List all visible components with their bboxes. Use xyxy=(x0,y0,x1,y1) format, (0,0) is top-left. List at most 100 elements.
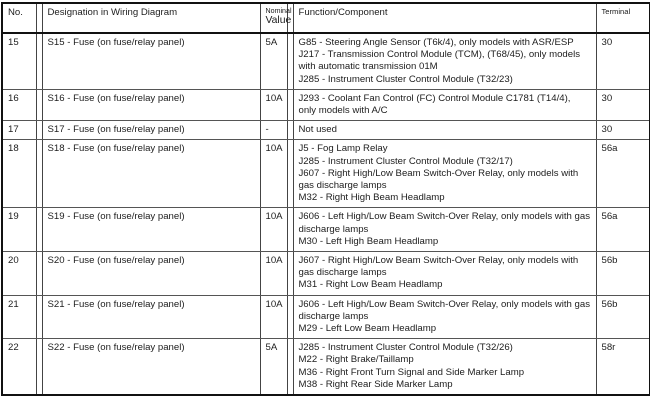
function-line: M36 - Right Front Turn Signal and Side M… xyxy=(298,366,525,378)
cell-no: 16 xyxy=(2,89,36,122)
row-divider-left xyxy=(35,295,43,340)
table-row: 21 S21 - Fuse (on fuse/relay panel) 10A J60… xyxy=(2,295,650,340)
cell-function-component: J606 - Left High/Low Beam Switch-Over Re… xyxy=(293,207,596,253)
row-divider-left xyxy=(35,33,43,90)
cell-terminal: 56a xyxy=(595,207,650,253)
row-divider-left xyxy=(35,251,43,296)
table-row: 17 S17 - Fuse (on fuse/relay panel) - Not u… xyxy=(2,120,650,141)
column-divider-left xyxy=(35,3,43,34)
cell-nominal-value: 10A xyxy=(259,295,287,340)
row-divider-left xyxy=(35,89,43,122)
row-divider-right xyxy=(286,251,294,296)
cell-designation: S16 - Fuse (on fuse/relay panel) xyxy=(42,89,260,122)
cell-no: 17 xyxy=(2,120,36,141)
cell-no: 18 xyxy=(2,139,36,209)
function-line: J606 - Left High/Low Beam Switch-Over Re… xyxy=(298,211,591,235)
table-body: 15 S15 - Fuse (on fuse/relay panel) 5A G85 … xyxy=(2,33,650,396)
function-line-list: J607 - Right High/Low Beam Switch-Over R… xyxy=(299,255,591,292)
column-header-nominal-value: Nominal Value xyxy=(259,3,292,34)
function-line: J607 - Right High/Low Beam Switch-Over R… xyxy=(298,167,579,192)
function-line: M38 - Right Rear Side Marker Lamp xyxy=(298,378,453,390)
column-header-nominal-small: Nominal xyxy=(265,7,292,15)
row-divider-left xyxy=(35,120,43,141)
function-line: J5 - Fog Lamp Relay xyxy=(298,143,388,155)
cell-terminal: 30 xyxy=(595,89,650,122)
cell-designation: S22 - Fuse (on fuse/relay panel) xyxy=(42,338,260,396)
cell-no: 22 xyxy=(2,338,36,396)
table-row: 20 S20 - Fuse (on fuse/relay panel) 10A J60… xyxy=(2,251,650,296)
function-line-list: J285 - Instrument Cluster Control Module… xyxy=(299,342,591,391)
cell-designation: S19 - Fuse (on fuse/relay panel) xyxy=(42,207,260,253)
table-row: 19 S19 - Fuse (on fuse/relay panel) 10A J60… xyxy=(2,207,650,253)
column-header-designation: Designation in Wiring Diagram xyxy=(42,3,260,34)
function-line: J285 - Instrument Cluster Control Module… xyxy=(298,73,513,85)
cell-no: 19 xyxy=(2,207,36,253)
function-line: M30 - Left High Beam Headlamp xyxy=(298,235,439,247)
row-divider-right xyxy=(286,33,294,90)
function-line-list: G85 - Steering Angle Sensor (T6k/4), onl… xyxy=(299,37,591,86)
row-divider-right xyxy=(286,120,294,141)
cell-nominal-value: 10A xyxy=(259,207,287,253)
row-divider-right xyxy=(286,295,294,340)
cell-terminal: 56a xyxy=(595,139,650,209)
cell-designation: S18 - Fuse (on fuse/relay panel) xyxy=(42,139,260,209)
table-row: 15 S15 - Fuse (on fuse/relay panel) 5A G85 … xyxy=(2,33,650,90)
cell-nominal-value: 5A xyxy=(259,338,287,396)
column-header-value-big: Value xyxy=(265,15,292,26)
cell-nominal-value: 10A xyxy=(259,251,287,296)
fuse-assignment-table: No. Designation in Wiring Diagram Nomina… xyxy=(1,2,650,397)
cell-designation: S21 - Fuse (on fuse/relay panel) xyxy=(42,295,260,340)
cell-nominal-value: 5A xyxy=(259,33,287,90)
cell-function-component: J607 - Right High/Low Beam Switch-Over R… xyxy=(293,251,596,296)
cell-terminal: 56b xyxy=(595,295,650,340)
cell-terminal: 56b xyxy=(595,251,650,296)
column-header-no: No. xyxy=(2,3,36,34)
column-header-function-component: Function/Component xyxy=(293,3,596,34)
function-line: M29 - Left Low Beam Headlamp xyxy=(298,323,437,335)
cell-function-component: G85 - Steering Angle Sensor (T6k/4), onl… xyxy=(293,33,596,90)
column-header-terminal-label: Terminal xyxy=(601,7,631,16)
row-divider-left xyxy=(35,207,43,253)
row-divider-right xyxy=(286,338,294,396)
cell-function-component: J293 - Coolant Fan Control (FC) Control … xyxy=(293,89,596,122)
row-divider-right xyxy=(286,139,294,209)
cell-no: 20 xyxy=(2,251,36,296)
function-line: M22 - Right Brake/Taillamp xyxy=(298,354,414,366)
cell-terminal: 30 xyxy=(595,33,650,90)
function-line-list: J293 - Coolant Fan Control (FC) Control … xyxy=(299,93,591,117)
function-line: J607 - Right High/Low Beam Switch-Over R… xyxy=(298,255,579,279)
function-line: J217 - Transmission Control Module (TCM)… xyxy=(298,49,581,73)
cell-function-component: Not used xyxy=(293,120,596,141)
cell-designation: S20 - Fuse (on fuse/relay panel) xyxy=(42,251,260,296)
cell-designation: S17 - Fuse (on fuse/relay panel) xyxy=(42,120,260,141)
row-divider-left xyxy=(35,139,43,209)
cell-nominal-value: 10A xyxy=(259,139,287,209)
function-line: J285 - Instrument Cluster Control Module… xyxy=(298,342,513,354)
table-row: 18 S18 - Fuse (on fuse/relay panel) 10A J5 … xyxy=(2,139,650,209)
function-line-list: Not used xyxy=(299,124,591,136)
row-divider-right xyxy=(286,89,294,122)
table-row: 22 S22 - Fuse (on fuse/relay panel) 5A J285… xyxy=(2,338,650,396)
cell-function-component: J606 - Left High/Low Beam Switch-Over Re… xyxy=(293,295,596,340)
function-line: J285 - Instrument Cluster Control Module… xyxy=(298,155,513,167)
function-line: G85 - Steering Angle Sensor (T6k/4), onl… xyxy=(298,37,574,48)
function-line: M32 - Right High Beam Headlamp xyxy=(298,192,445,204)
row-divider-left xyxy=(35,338,43,396)
cell-nominal-value: - xyxy=(259,120,287,141)
function-line: J293 - Coolant Fan Control (FC) Control … xyxy=(298,92,571,117)
cell-no: 15 xyxy=(2,33,36,90)
column-divider-right xyxy=(286,3,294,34)
cell-function-component: J5 - Fog Lamp Relay J285 - Instrument Clu… xyxy=(293,139,596,209)
row-divider-right xyxy=(286,207,294,253)
cell-nominal-value: 10A xyxy=(259,89,287,122)
function-line-list: J606 - Left High/Low Beam Switch-Over Re… xyxy=(299,299,591,336)
function-line-list: J5 - Fog Lamp Relay J285 - Instrument Clu… xyxy=(299,143,591,204)
function-line-list: J606 - Left High/Low Beam Switch-Over Re… xyxy=(299,211,591,248)
table-header: No. Designation in Wiring Diagram Nomina… xyxy=(2,3,650,34)
function-line: M31 - Right Low Beam Headlamp xyxy=(298,279,443,291)
cell-function-component: J285 - Instrument Cluster Control Module… xyxy=(293,338,596,396)
table-header-row: No. Designation in Wiring Diagram Nomina… xyxy=(2,3,650,34)
cell-terminal: 30 xyxy=(595,120,650,141)
cell-terminal: 58r xyxy=(595,338,650,396)
